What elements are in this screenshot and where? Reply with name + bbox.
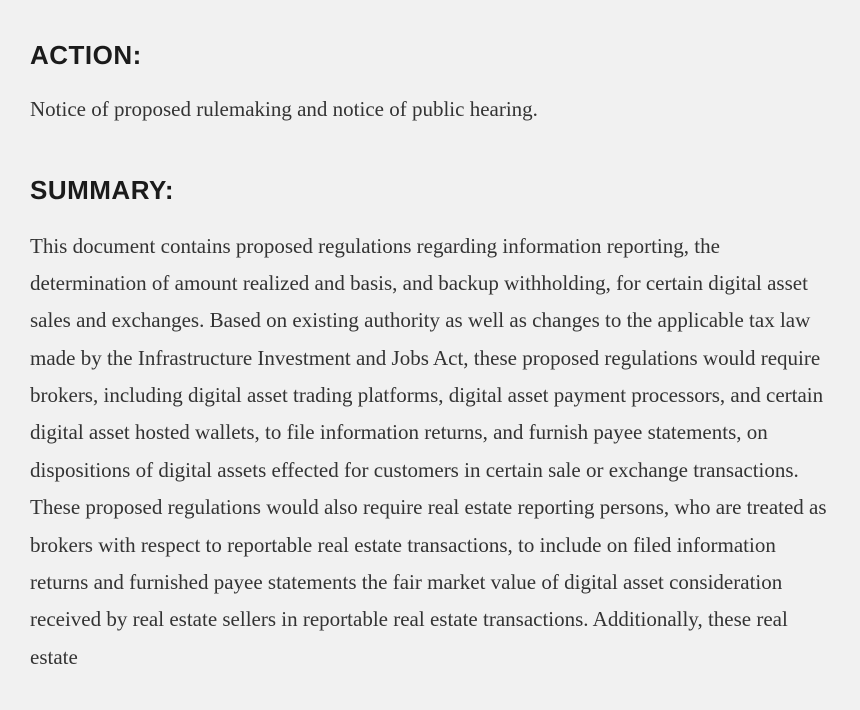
summary-section: SUMMARY: This document contains proposed… — [30, 175, 830, 677]
action-section: ACTION: Notice of proposed rulemaking an… — [30, 40, 830, 127]
summary-heading: SUMMARY: — [30, 175, 830, 206]
action-body-text: Notice of proposed rulemaking and notice… — [30, 93, 830, 127]
summary-body-text: This document contains proposed regulati… — [30, 228, 830, 677]
action-heading: ACTION: — [30, 40, 830, 71]
